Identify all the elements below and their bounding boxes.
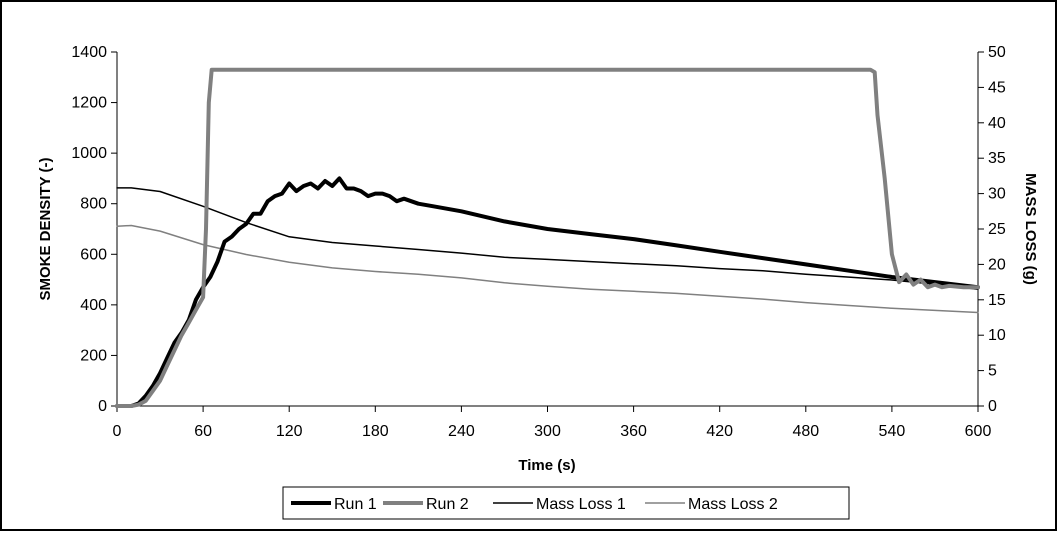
y-tick-label: 600 <box>80 246 107 263</box>
y-tick-label: 1400 <box>71 44 107 61</box>
legend-box <box>282 486 850 520</box>
y2-tick-label: 20 <box>988 256 1006 273</box>
x-tick-label: 540 <box>879 423 906 440</box>
y-axis-title: SMOKE DENSITY (-) <box>37 157 54 300</box>
y2-tick-label: 5 <box>988 363 997 380</box>
y2-tick-label: 35 <box>988 150 1006 167</box>
legend-label-run-2: Run 2 <box>426 496 469 513</box>
x-tick-label: 300 <box>534 423 561 440</box>
x-tick-label: 360 <box>620 423 647 440</box>
legend-label-mass-loss-2: Mass Loss 2 <box>688 496 778 513</box>
y2-tick-label: 40 <box>988 115 1006 132</box>
series-line-mass-loss-1 <box>116 187 979 290</box>
y-tick-label: 400 <box>80 297 107 314</box>
y2-tick-label: 10 <box>988 327 1006 344</box>
y2-tick-label: 0 <box>988 398 997 415</box>
y-tick-label: 0 <box>98 398 107 415</box>
x-tick-label: 240 <box>448 423 475 440</box>
x-axis-title: Time (s) <box>518 457 575 474</box>
x-tick-label: 600 <box>965 423 992 440</box>
plot-area: 0200400600800100012001400051015202530354… <box>71 44 1005 440</box>
legend-label-run-1: Run 1 <box>334 496 377 513</box>
legend: Run 1 Run 2 Mass Loss 1 Mass Loss 2 <box>282 486 850 520</box>
y2-tick-label: 50 <box>988 44 1006 61</box>
series-line-run-2 <box>115 67 980 408</box>
y2-tick-label: 45 <box>988 79 1006 96</box>
y2-axis-title: MASS LOSS (g) <box>1022 173 1039 285</box>
x-tick-label: 420 <box>706 423 733 440</box>
x-tick-label: 120 <box>276 423 303 440</box>
legend-label-mass-loss-1: Mass Loss 1 <box>536 496 626 513</box>
y-tick-label: 1000 <box>71 145 107 162</box>
y-tick-label: 1200 <box>71 95 107 112</box>
y-tick-label: 200 <box>80 347 107 364</box>
y2-tick-label: 30 <box>988 186 1006 203</box>
y2-tick-label: 15 <box>988 292 1006 309</box>
y2-tick-label: 25 <box>988 221 1006 238</box>
x-tick-label: 180 <box>362 423 389 440</box>
x-tick-label: 480 <box>792 423 819 440</box>
y-tick-label: 800 <box>80 196 107 213</box>
x-tick-label: 60 <box>194 423 212 440</box>
series-line-mass-loss-2 <box>116 224 979 314</box>
x-tick-label: 0 <box>113 423 122 440</box>
